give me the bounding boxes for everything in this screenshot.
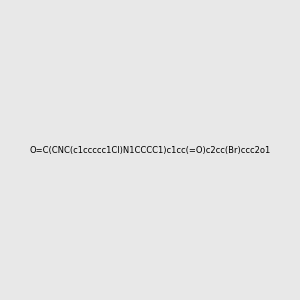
Text: O=C(CNC(c1ccccc1Cl)N1CCCC1)c1cc(=O)c2cc(Br)ccc2o1: O=C(CNC(c1ccccc1Cl)N1CCCC1)c1cc(=O)c2cc(… <box>29 146 271 154</box>
